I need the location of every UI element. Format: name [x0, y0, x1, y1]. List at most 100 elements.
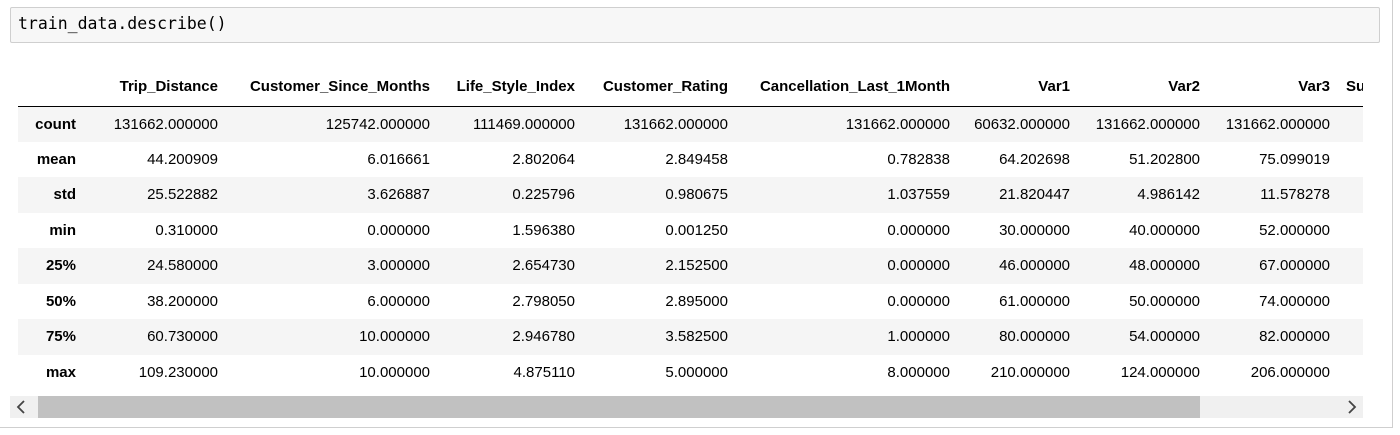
table-cell: 0.000000 — [887, 292, 950, 310]
column-header: Customer_Rating — [575, 68, 728, 107]
table-cell: 67.000000 — [1259, 257, 1330, 275]
table-cell: 2.849458 — [665, 150, 728, 168]
table-cell: 46.000000 — [999, 257, 1070, 275]
table-row: std 25.522882 3.626887 0.225796 0.980675 1.03… — [18, 177, 1363, 213]
table-cell — [1330, 248, 1363, 284]
table-cell: 51.202800 — [1129, 150, 1200, 168]
table-cell — [1330, 355, 1363, 389]
table-cell: 74.000000 — [1259, 292, 1330, 310]
column-header: Cancellation_Last_1Month — [728, 68, 950, 107]
table-cell: 3.582500 — [665, 328, 728, 346]
table-cell: 131662.000000 — [1225, 115, 1330, 133]
table-cell — [1330, 142, 1363, 178]
table-cell: 38.200000 — [147, 292, 218, 310]
table-cell — [1330, 213, 1363, 249]
table-cell: 2.152500 — [665, 257, 728, 275]
row-label: 50% — [45, 292, 76, 310]
column-header: Life_Style_Index — [430, 68, 575, 107]
horizontal-scrollbar[interactable] — [10, 396, 1363, 418]
chevron-right-icon[interactable] — [1343, 396, 1361, 418]
table-cell: 54.000000 — [1129, 328, 1200, 346]
table-cell: 0.782838 — [887, 150, 950, 168]
table-cell: 131662.000000 — [1095, 115, 1200, 133]
table-cell: 0.001250 — [665, 221, 728, 239]
table-cell: 0.000000 — [887, 221, 950, 239]
table-row: 75% 60.730000 10.000000 2.946780 3.582500 1.0… — [18, 319, 1363, 355]
table-cell: 75.099019 — [1259, 150, 1330, 168]
table-cell: 82.000000 — [1259, 328, 1330, 346]
table-cell: 111469.000000 — [472, 115, 575, 133]
row-label: std — [53, 186, 77, 204]
table-cell: 6.000000 — [367, 292, 430, 310]
table-cell: 44.200909 — [147, 150, 218, 168]
header-row: Trip_Distance Customer_Since_Months Life… — [18, 68, 1363, 107]
table-cell: 109.230000 — [138, 363, 218, 381]
table-cell: 5.000000 — [665, 363, 728, 381]
index-header — [18, 68, 90, 107]
table-cell: 21.820447 — [999, 186, 1070, 204]
table-cell — [1330, 284, 1363, 320]
table-cell: 50.000000 — [1129, 292, 1200, 310]
table-cell: 10.000000 — [359, 363, 430, 381]
table-cell: 124.000000 — [1120, 363, 1200, 381]
table-cell: 52.000000 — [1259, 221, 1330, 239]
table-cell — [1330, 106, 1363, 142]
code-text[interactable]: train_data.describe() — [18, 14, 227, 33]
table-cell: 131662.000000 — [113, 115, 218, 133]
table-row: max 109.230000 10.000000 4.875110 5.000000 8.… — [18, 354, 1363, 389]
table-cell: 1.037559 — [887, 186, 950, 204]
table-cell: 2.802064 — [512, 150, 575, 168]
table-cell: 80.000000 — [999, 328, 1070, 346]
column-header: Var3 — [1200, 68, 1330, 107]
column-header: Var2 — [1070, 68, 1200, 107]
column-header: Trip_Distance — [90, 68, 218, 107]
table-cell: 0.000000 — [367, 221, 430, 239]
table-cell: 0.980675 — [665, 186, 728, 204]
table-cell: 48.000000 — [1129, 257, 1200, 275]
table-cell: 11.578278 — [1260, 186, 1330, 204]
chevron-left-icon[interactable] — [12, 396, 30, 418]
dataframe-output: Trip_Distance Customer_Since_Months Life… — [18, 68, 1363, 388]
code-input-area[interactable]: train_data.describe() — [10, 7, 1380, 43]
table-cell: 40.000000 — [1129, 221, 1200, 239]
table-row: 50% 38.200000 6.000000 2.798050 2.895000 0.00… — [18, 283, 1363, 320]
table-cell: 206.000000 — [1250, 363, 1330, 381]
describe-table: Trip_Distance Customer_Since_Months Life… — [18, 68, 1363, 388]
table-cell — [1330, 319, 1363, 355]
row-label: max — [45, 363, 76, 381]
table-cell: 60632.000000 — [974, 115, 1070, 133]
table-row: min 0.310000 0.000000 1.596380 0.001250 0.000… — [18, 212, 1363, 249]
table-cell: 25.522882 — [147, 186, 218, 204]
table-cell: 30.000000 — [999, 221, 1070, 239]
table-cell: 1.000000 — [887, 328, 950, 346]
table-cell: 4.875110 — [513, 363, 575, 381]
table-cell: 60.730000 — [147, 328, 218, 346]
notebook-cell — [0, 0, 1393, 428]
table-cell: 125742.000000 — [325, 115, 430, 133]
table-cell: 8.000000 — [887, 363, 950, 381]
table-cell — [1330, 177, 1363, 213]
table-cell: 3.000000 — [367, 257, 430, 275]
table-cell: 0.225796 — [512, 186, 575, 204]
column-header: Customer_Since_Months — [218, 68, 430, 107]
table-cell: 3.626887 — [367, 186, 430, 204]
table-cell: 131662.000000 — [623, 115, 728, 133]
table-cell: 131662.000000 — [845, 115, 950, 133]
table-cell: 4.986142 — [1137, 186, 1200, 204]
table-cell: 2.895000 — [665, 292, 728, 310]
table-cell: 64.202698 — [999, 150, 1070, 168]
row-label: mean — [36, 150, 76, 168]
table-cell: 61.000000 — [999, 292, 1070, 310]
table-cell: 2.654730 — [512, 257, 575, 275]
column-header: Surg — [1330, 68, 1363, 107]
table-cell: 210.000000 — [990, 363, 1070, 381]
table-row: mean 44.200909 6.016661 2.802064 2.849458 0.7… — [18, 141, 1363, 178]
row-label: min — [49, 221, 76, 239]
table-cell: 0.000000 — [887, 257, 950, 275]
table-cell: 2.798050 — [512, 292, 575, 310]
row-label: 75% — [45, 328, 76, 346]
table-cell: 0.310000 — [155, 221, 218, 239]
table-row: 25% 24.580000 3.000000 2.654730 2.152500 0.00… — [18, 248, 1363, 284]
table-cell: 24.580000 — [147, 257, 218, 275]
scrollbar-thumb[interactable] — [38, 396, 1200, 418]
